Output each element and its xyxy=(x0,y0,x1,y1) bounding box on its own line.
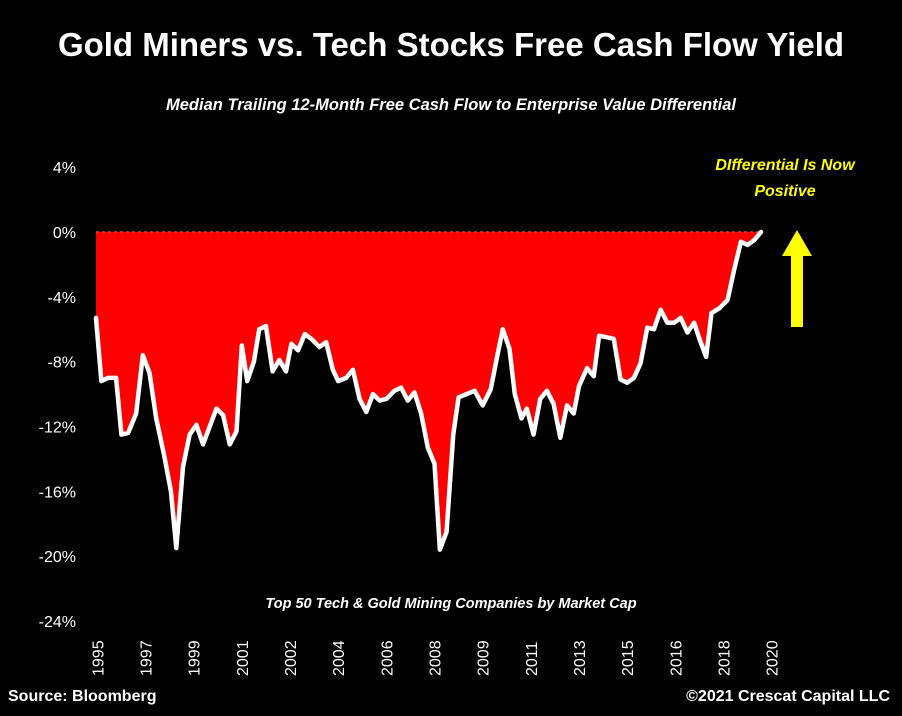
y-tick-label: -4% xyxy=(48,290,76,307)
x-tick-label: 2018 xyxy=(717,640,734,676)
chart-footnote: Top 50 Tech & Gold Mining Companies by M… xyxy=(265,596,637,612)
chart-subtitle: Median Trailing 12-Month Free Cash Flow … xyxy=(166,96,736,114)
x-tick-label: 2009 xyxy=(476,640,493,676)
copyright-label: ©2021 Crescat Capital LLC xyxy=(686,688,890,705)
x-tick-label: 2011 xyxy=(524,641,541,676)
x-tick-label: 1995 xyxy=(90,640,107,676)
annotation-callout: DIfferential Is Now Positive xyxy=(715,157,855,200)
x-tick-label: 1997 xyxy=(139,640,156,676)
x-tick-label: 2016 xyxy=(668,640,685,676)
x-tick-label: 2004 xyxy=(331,640,348,676)
series-line xyxy=(93,229,764,552)
y-axis: 4% 0% -4% -8% -12% -16% -20% -24% xyxy=(39,160,76,631)
x-tick-label: 2001 xyxy=(235,640,252,676)
y-tick-label: -12% xyxy=(39,420,76,437)
y-tick-label: -16% xyxy=(39,484,76,501)
y-tick-label: 4% xyxy=(53,160,76,177)
x-tick-label: 2002 xyxy=(283,640,300,676)
arrow-head xyxy=(782,230,812,256)
chart-title: Gold Miners vs. Tech Stocks Free Cash Fl… xyxy=(57,26,845,63)
source-label: Source: Bloomberg xyxy=(8,688,157,705)
plot-area xyxy=(93,229,764,552)
x-tick-label: 2013 xyxy=(572,640,589,676)
x-tick-label: 2020 xyxy=(765,640,782,676)
x-tick-label: 2015 xyxy=(620,640,637,676)
arrow-shaft xyxy=(791,254,803,327)
y-tick-label: 0% xyxy=(53,225,76,242)
x-tick-label: 2006 xyxy=(379,640,396,676)
x-axis: 1995 1997 1999 2001 2002 2004 2006 2008 2009 2011… xyxy=(90,640,781,676)
y-tick-label: -20% xyxy=(39,549,76,566)
x-tick-label: 1999 xyxy=(187,640,204,676)
y-tick-label: -8% xyxy=(48,355,76,372)
up-arrow-icon xyxy=(782,230,812,327)
x-tick-label: 2008 xyxy=(428,640,445,676)
y-tick-label: -24% xyxy=(39,614,76,631)
area-fill xyxy=(96,232,761,550)
